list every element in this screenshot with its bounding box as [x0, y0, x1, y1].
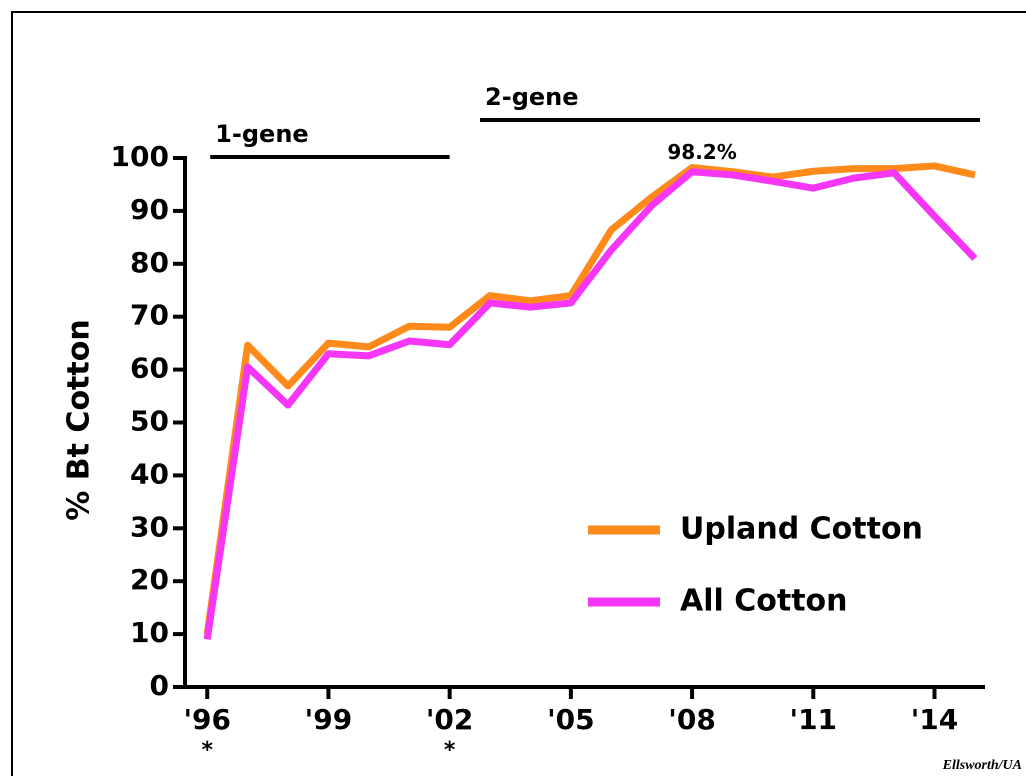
x-tick-label: '11	[790, 703, 838, 736]
y-axis-label: % Bt Cotton	[62, 319, 97, 520]
period-label: 1-gene	[215, 120, 308, 148]
legend-label: All Cotton	[680, 584, 848, 619]
y-tick-label: 20	[130, 563, 169, 596]
y-tick-label: 70	[130, 299, 169, 332]
y-tick-label: 90	[130, 193, 169, 226]
legend-label: Upland Cotton	[680, 512, 923, 547]
x-tick-label: '02	[426, 703, 474, 736]
annotation: 98.2%	[667, 140, 736, 164]
y-tick-label: 80	[130, 246, 169, 279]
x-tick-label: '08	[668, 703, 716, 736]
credit: Ellsworth/UA	[942, 758, 1022, 773]
y-tick-label: 30	[130, 510, 169, 543]
x-tick-label: '14	[911, 703, 959, 736]
annotation: *	[201, 738, 213, 763]
period-label: 2-gene	[485, 83, 578, 111]
x-tick-label: '05	[547, 703, 595, 736]
annotation: *	[444, 738, 456, 763]
y-tick-label: 40	[130, 457, 169, 490]
y-tick-label: 10	[130, 616, 169, 649]
x-tick-label: '99	[305, 703, 353, 736]
y-tick-label: 50	[130, 405, 169, 438]
line-series	[203, 162, 976, 635]
y-tick-label: 0	[150, 669, 169, 702]
frame	[11, 11, 1026, 776]
x-tick-label: '96	[183, 703, 231, 736]
y-tick-label: 60	[130, 352, 169, 385]
y-tick-label: 100	[111, 140, 169, 173]
line-series	[203, 168, 978, 640]
